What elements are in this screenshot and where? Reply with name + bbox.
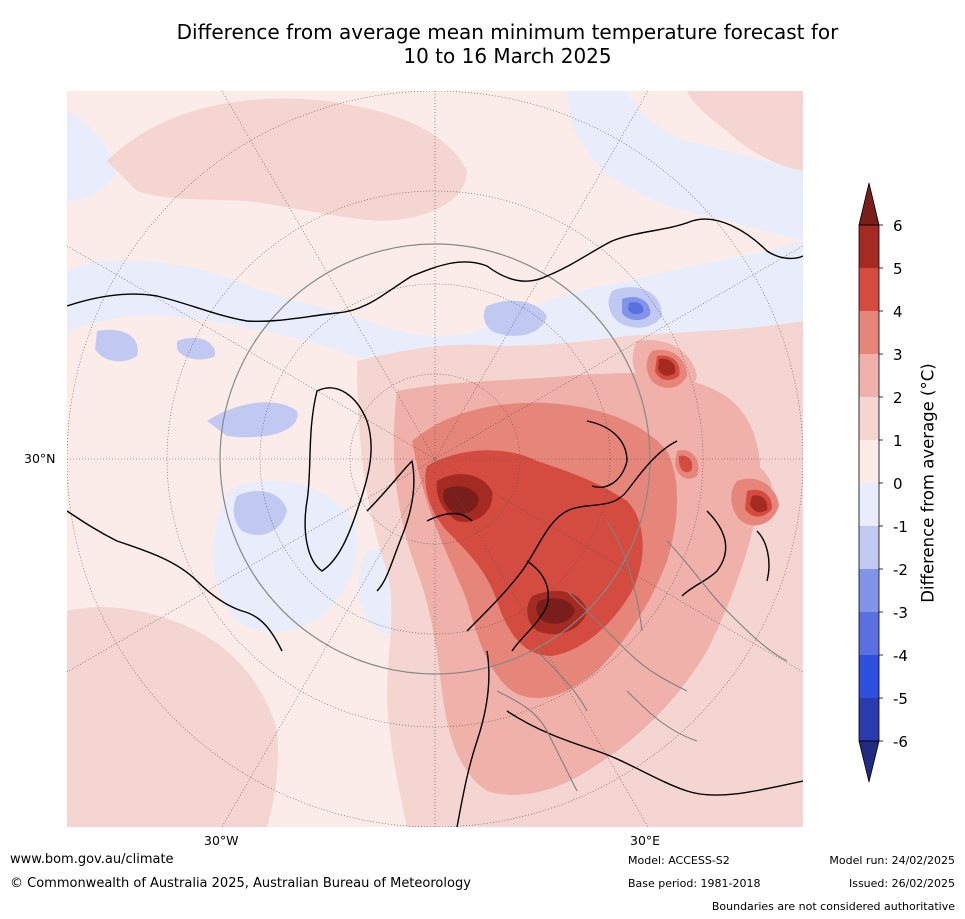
colorbar-over-arrow	[858, 182, 880, 226]
colorbar-title: Difference from average (°C)	[918, 363, 938, 603]
colorbar-band	[859, 311, 879, 355]
colorbar-band	[859, 569, 879, 613]
title-line-2: 10 to 16 March 2025	[403, 44, 612, 68]
colorbar-band	[859, 268, 879, 312]
colorbar-tick-label: 6	[893, 217, 903, 235]
lat-label-30n: 30°N	[24, 451, 56, 466]
colorbar-ticks: 6 5 4 3 2 1 0 -1 -2 -3 -4 -5 -6	[879, 217, 908, 751]
colorbar-tick-label: 1	[893, 432, 903, 450]
colorbar-band	[859, 354, 879, 398]
map-title: Difference from average mean minimum tem…	[60, 20, 955, 68]
colorbar-tick-label: 4	[893, 303, 903, 321]
colorbar-tick-label: 5	[893, 260, 903, 278]
lon-label-30e: 30°E	[630, 833, 661, 848]
colorbar-band	[859, 698, 879, 742]
colorbar-band	[859, 483, 879, 527]
model-text: Model: ACCESS-S2	[628, 854, 730, 867]
colorbar-tick-label: 0	[893, 475, 903, 493]
title-line-1: Difference from average mean minimum tem…	[176, 20, 839, 44]
colorbar-band	[859, 655, 879, 699]
colorbar-bands	[859, 225, 879, 742]
colorbar-tick-label: -5	[893, 690, 908, 708]
bom-url-link[interactable]: www.bom.gov.au/climate	[10, 852, 174, 867]
copyright-text: © Commonwealth of Australia 2025, Austra…	[10, 876, 471, 891]
colorbar-band	[859, 526, 879, 570]
colorbar-band	[859, 612, 879, 656]
disclaimer-text: Boundaries are not considered authoritat…	[711, 900, 955, 913]
issued-text: Issued: 26/02/2025	[848, 877, 955, 890]
lon-label-30w: 30°W	[204, 833, 239, 848]
colorbar-tick-label: -4	[893, 647, 908, 665]
anomaly-above-6-regions	[443, 486, 575, 624]
colorbar-tick-label: 3	[893, 346, 903, 364]
colorbar-tick-label: -3	[893, 604, 908, 622]
temperature-anomaly-map	[67, 91, 803, 827]
colorbar-tick-label: -1	[893, 518, 908, 536]
colorbar-band	[859, 397, 879, 441]
anomaly-neg-3-to-4-regions	[628, 302, 644, 315]
model-run-text: Model run: 24/02/2025	[829, 854, 955, 867]
colorbar-tick-label: 2	[893, 389, 903, 407]
graticule	[67, 91, 803, 827]
coastlines	[67, 218, 803, 827]
colorbar-tick-label: -6	[893, 733, 908, 751]
country-boundaries	[496, 520, 788, 792]
colorbar-tick-label: -2	[893, 561, 908, 579]
colorbar-band	[859, 440, 879, 484]
colorbar: 6 5 4 3 2 1 0 -1 -2 -3 -4 -5 -6	[858, 182, 908, 783]
base-period-text: Base period: 1981-2018	[628, 877, 761, 890]
colorbar-under-arrow	[858, 740, 880, 783]
colorbar-band	[859, 225, 879, 269]
reference-circle	[219, 243, 651, 675]
